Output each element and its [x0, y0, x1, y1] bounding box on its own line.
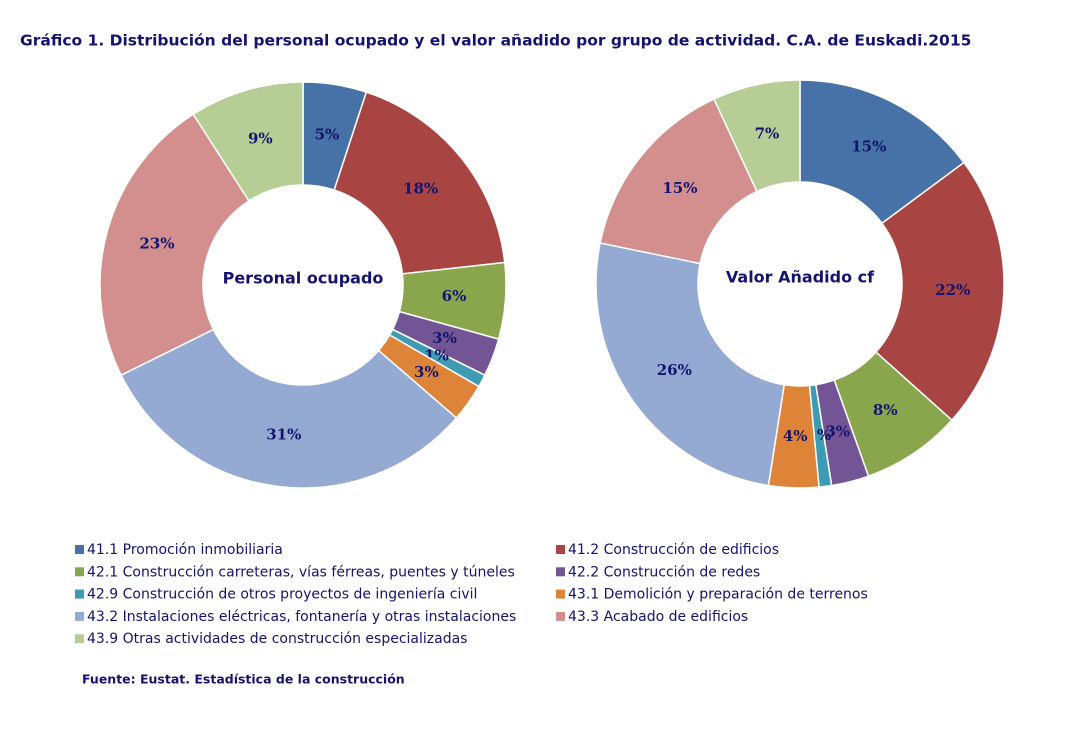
- legend-label: 43.2 Instalaciones eléctricas, fontanerí…: [87, 609, 516, 625]
- legend-swatch: [75, 567, 84, 577]
- legend-swatch: [75, 634, 84, 644]
- data-label: 3%: [414, 363, 439, 381]
- data-label: 23%: [139, 235, 174, 253]
- data-label: 15%: [851, 137, 886, 155]
- legend-label: 42.9 Construcción de otros proyectos de …: [87, 587, 477, 603]
- data-label: 4%: [783, 427, 808, 445]
- legend-label: 43.3 Acabado de edificios: [568, 609, 748, 625]
- data-label: 18%: [403, 179, 438, 197]
- legend-label: 43.1 Demolición y preparación de terreno…: [568, 587, 868, 603]
- legend-label: 42.1 Construcción carreteras, vías férre…: [87, 564, 515, 580]
- legend-label: 43.9 Otras actividades de construcción e…: [87, 631, 467, 647]
- legend-swatch: [556, 545, 565, 554]
- data-label: 5%: [315, 125, 340, 143]
- source: Fuente: Eustat. Estadística de la constr…: [82, 672, 405, 687]
- legend-label: 41.1 Promoción inmobiliaria: [87, 542, 283, 558]
- legend-label: 42.2 Construcción de redes: [568, 564, 760, 580]
- slice: [120, 328, 458, 489]
- slice: [99, 113, 250, 377]
- slice: [874, 161, 1005, 422]
- data-label: 3%: [825, 422, 850, 440]
- legend-label: 41.2 Construcción de edificios: [568, 542, 779, 558]
- slice: [712, 79, 801, 193]
- chart-title: Gráfico 1. Distribución del personal ocu…: [20, 32, 971, 50]
- slice: [595, 242, 786, 487]
- slice: [333, 91, 506, 275]
- data-label: 31%: [266, 425, 301, 443]
- data-label: 9%: [248, 130, 273, 148]
- legend-swatch: [556, 567, 565, 577]
- center-label: Valor Añadido cf: [726, 268, 875, 287]
- legend-swatch: [75, 545, 84, 554]
- data-label: 8%: [873, 401, 898, 419]
- legend-swatch: [556, 589, 565, 599]
- data-label: 15%: [662, 179, 697, 197]
- data-label: 6%: [442, 287, 467, 305]
- data-label: 22%: [935, 281, 970, 299]
- slice: [192, 81, 304, 202]
- data-label: 7%: [755, 125, 780, 143]
- legend-swatch: [75, 611, 84, 621]
- data-label: 26%: [657, 361, 692, 379]
- legend-swatch: [75, 589, 84, 599]
- center-label: Personal ocupado: [223, 269, 384, 288]
- legend-swatch: [556, 611, 565, 621]
- data-label: 3%: [432, 329, 457, 347]
